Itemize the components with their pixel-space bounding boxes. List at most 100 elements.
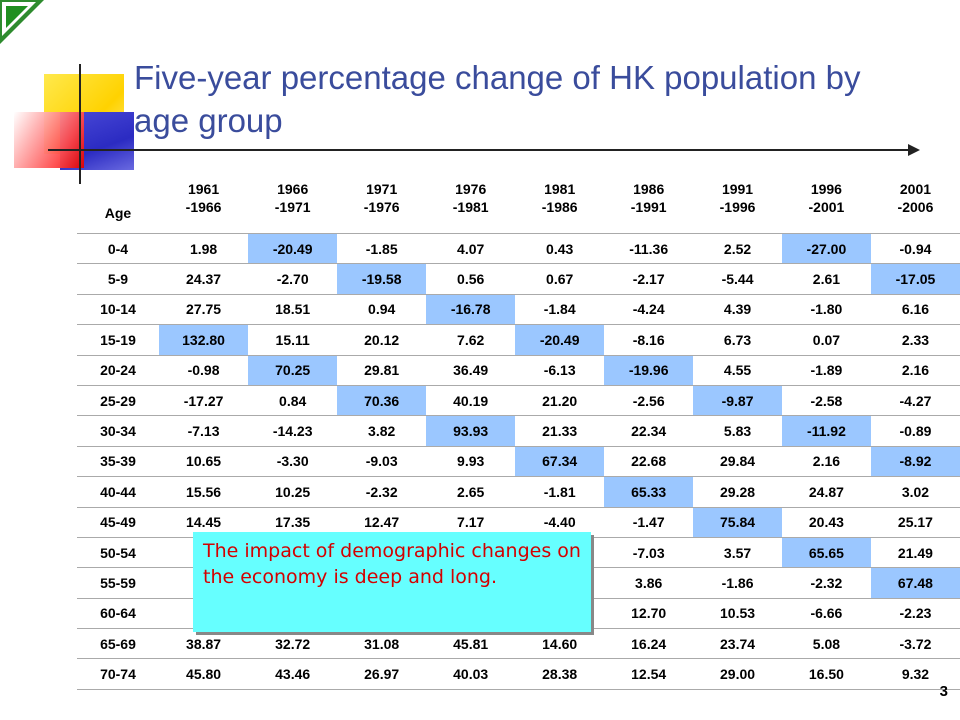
value-cell: 1.98 (158, 232, 249, 264)
age-group-cell: 30-34 (77, 415, 159, 447)
value-cell: 22.68 (604, 445, 694, 477)
value-cell: -14.23 (248, 415, 338, 447)
value-cell: 132.80 (158, 324, 249, 356)
value-cell: -4.27 (870, 384, 960, 416)
value-cell: -20.49 (515, 324, 605, 356)
value-cell: -6.13 (515, 354, 605, 386)
period-header: 2001 -2006 (871, 162, 960, 234)
age-group-cell: 20-24 (77, 354, 159, 386)
value-cell: 9.93 (426, 445, 516, 477)
table-row: 0-4 1.98 -20.49 -1.85 4.07 0.43 -11.36 2.52 -27.… (77, 232, 960, 264)
period-end: -1996 (719, 198, 756, 215)
value-cell: 45.81 (426, 628, 516, 659)
period-start: 1991 (721, 180, 754, 197)
value-cell: 10.53 (693, 597, 782, 629)
value-cell: -2.17 (604, 263, 694, 295)
value-cell: 24.87 (781, 476, 871, 508)
age-group-cell: 40-44 (77, 476, 159, 508)
period-header: 1996 -2001 (782, 162, 871, 234)
table-row: 35-39 10.65 -3.30 -9.03 9.93 67.34 22.68 29.84 2… (77, 445, 960, 477)
value-cell: 67.34 (515, 445, 605, 477)
value-cell: 9.32 (870, 658, 960, 690)
value-cell: -0.89 (870, 415, 960, 447)
value-cell: 29.81 (337, 354, 427, 386)
period-start: 2001 (899, 180, 932, 197)
value-cell: 3.82 (337, 415, 427, 447)
value-cell: 2.65 (426, 476, 516, 508)
value-cell: -2.32 (337, 476, 427, 508)
age-column-header: Age (104, 205, 132, 221)
value-cell: 15.11 (248, 324, 338, 356)
age-group-cell: 65-69 (77, 628, 159, 659)
value-cell: 40.03 (426, 658, 516, 690)
value-cell: 45.80 (158, 658, 249, 690)
value-cell: 2.16 (870, 354, 960, 386)
value-cell: 26.97 (337, 658, 427, 690)
value-cell: -2.23 (870, 597, 960, 629)
value-cell: 21.33 (515, 415, 605, 447)
red-square-decoration (14, 112, 84, 168)
vertical-rule (79, 64, 81, 184)
value-cell: -7.03 (604, 536, 694, 568)
value-cell: 20.43 (781, 506, 871, 538)
period-header: 1976 -1981 (426, 162, 515, 234)
value-cell: -1.85 (337, 232, 427, 264)
value-cell: -9.87 (693, 384, 782, 416)
period-header: 1986 -1991 (604, 162, 693, 234)
value-cell: 10.25 (248, 476, 338, 508)
value-cell: 32.72 (248, 628, 338, 659)
value-cell: -1.81 (515, 476, 605, 508)
period-header: 1966 -1971 (248, 162, 337, 234)
period-end: -1986 (541, 198, 578, 215)
value-cell: -19.96 (604, 354, 694, 386)
age-group-cell: 25-29 (77, 384, 159, 416)
value-cell: 67.48 (870, 567, 960, 599)
period-header: 1971 -1976 (337, 162, 426, 234)
arrow-head-icon (908, 144, 920, 156)
period-header: 1991 -1996 (693, 162, 782, 234)
value-cell: -19.58 (337, 263, 427, 295)
period-start: 1976 (455, 180, 487, 197)
value-cell: -17.05 (870, 263, 960, 295)
value-cell: 93.93 (426, 415, 516, 447)
period-start: 1971 (366, 180, 398, 197)
value-cell: 65.33 (604, 476, 694, 508)
value-cell: 70.25 (248, 354, 338, 386)
table-row: 20-24 -0.98 70.25 29.81 36.49 -6.13 -19.96 4.55… (77, 354, 960, 386)
value-cell: 6.73 (693, 324, 782, 356)
value-cell: 3.02 (870, 476, 960, 508)
value-cell: -4.24 (604, 293, 694, 325)
value-cell: 2.52 (693, 232, 782, 264)
value-cell: 0.43 (515, 232, 605, 264)
table-row: 10-14 27.75 18.51 0.94 -16.78 -1.84 -4.24 4.39-… (77, 293, 960, 325)
table-row: 65-69 38.87 32.72 31.08 45.81 14.60 16.24 23.74… (77, 628, 960, 659)
value-cell: 0.56 (426, 263, 516, 295)
value-cell: -3.30 (248, 445, 338, 477)
value-cell: 29.28 (693, 476, 782, 508)
value-cell: 14.60 (515, 628, 605, 659)
table-row: 40-44 15.56 10.25 -2.32 2.65 -1.81 65.33 29.28 2… (77, 476, 960, 508)
table-row: 15-19 132.80 15.11 20.12 7.62 -20.49 -8.16 6.73… (77, 324, 960, 356)
value-cell: -2.58 (781, 384, 871, 416)
value-cell: 16.50 (781, 658, 871, 690)
value-cell: 7.62 (426, 324, 516, 356)
value-cell: -2.70 (248, 263, 338, 295)
period-end: -1991 (630, 198, 667, 215)
value-cell: -0.98 (158, 354, 249, 386)
age-group-cell: 35-39 (77, 445, 159, 477)
period-end: -1966 (185, 198, 222, 215)
age-group-cell: 0-4 (77, 232, 159, 264)
table-row: 5-9 24.37 -2.70 -19.58 0.56 0.67 -2.17 -5.44 2.6… (77, 263, 960, 295)
value-cell: -9.03 (337, 445, 427, 477)
value-cell: 6.16 (870, 293, 960, 325)
value-cell: 4.39 (693, 293, 782, 325)
period-start: 1981 (544, 180, 576, 197)
age-group-cell: 55-59 (77, 567, 159, 599)
value-cell: 5.08 (781, 628, 871, 659)
period-start: 1961 (187, 180, 220, 197)
value-cell: -11.92 (781, 415, 871, 447)
value-cell: 23.74 (693, 628, 782, 659)
period-header: 1981 -1986 (515, 162, 604, 234)
value-cell: -8.92 (870, 445, 960, 477)
value-cell: -0.94 (870, 232, 960, 264)
